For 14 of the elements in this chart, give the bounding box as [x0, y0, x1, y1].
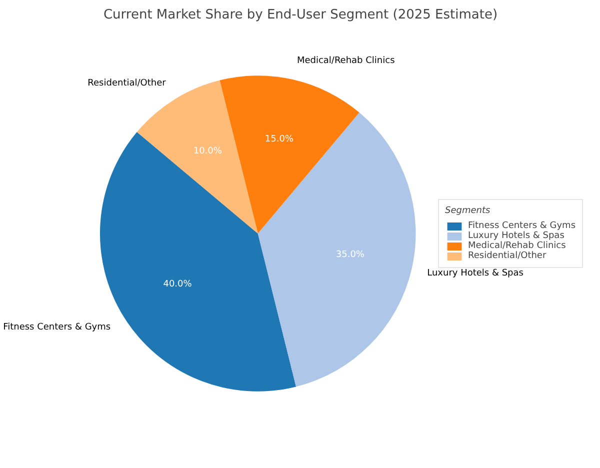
legend-title: Segments	[445, 206, 492, 216]
data-label: 35.0%	[336, 250, 365, 260]
chart-title: Current Market Share by End-User Segment (2025 Estimate)	[103, 8, 498, 22]
legend-label: Fitness Centers & Gyms	[468, 221, 576, 231]
legend-label: Residential/Other	[468, 251, 546, 261]
slice-label: Luxury Hotels & Spas	[427, 268, 524, 278]
slice-label: Fitness Centers & Gyms	[3, 322, 111, 332]
slice-label: Residential/Other	[88, 78, 166, 88]
data-label: 15.0%	[264, 134, 294, 144]
data-label: 40.0%	[163, 280, 192, 290]
data-label: 10.0%	[193, 146, 222, 157]
legend-label: Medical/Rehab Clinics	[468, 241, 566, 251]
legend-label: Luxury Hotels & Spas	[468, 231, 564, 241]
slice-label: Medical/Rehab Clinics	[296, 56, 396, 66]
